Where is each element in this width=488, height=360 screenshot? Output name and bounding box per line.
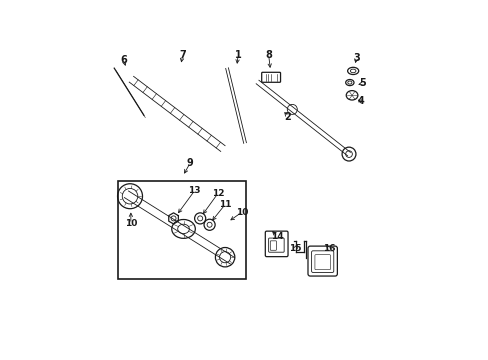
- Text: 16: 16: [323, 244, 335, 253]
- Text: 2: 2: [284, 112, 291, 122]
- Text: 7: 7: [179, 50, 186, 60]
- Text: 12: 12: [211, 189, 224, 198]
- Bar: [117, 181, 246, 279]
- Text: 6: 6: [120, 55, 127, 65]
- Text: 4: 4: [357, 96, 364, 107]
- Text: 14: 14: [271, 232, 284, 241]
- Text: 15: 15: [289, 244, 301, 253]
- Text: 9: 9: [186, 158, 193, 168]
- Text: 11: 11: [219, 200, 231, 209]
- Text: 10: 10: [124, 220, 137, 229]
- Text: 3: 3: [352, 53, 359, 63]
- Text: 5: 5: [359, 78, 366, 89]
- Text: 13: 13: [188, 186, 201, 195]
- Text: 10: 10: [235, 208, 247, 217]
- Text: 8: 8: [264, 50, 271, 60]
- Text: 1: 1: [234, 50, 241, 60]
